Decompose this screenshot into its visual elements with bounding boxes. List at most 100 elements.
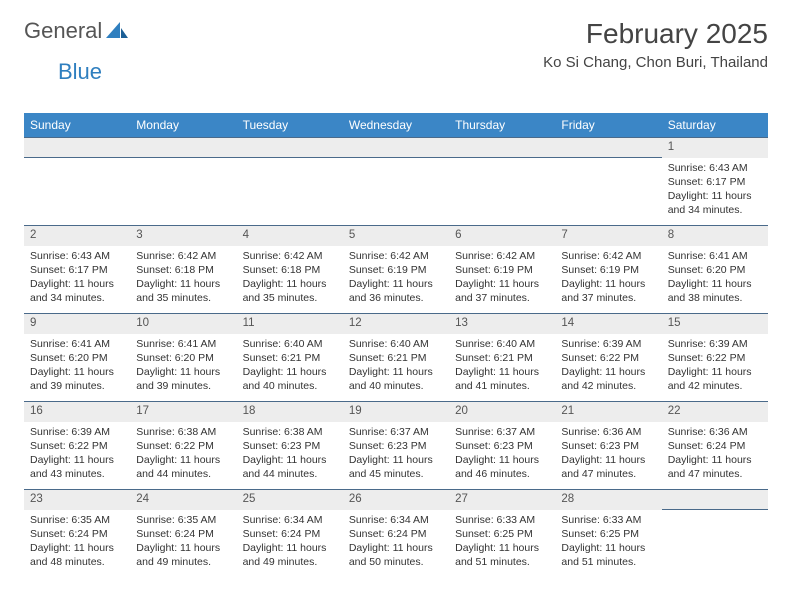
day-cell: Sunrise: 6:37 AMSunset: 6:23 PMDaylight:… bbox=[343, 422, 449, 490]
sunset-text: Sunset: 6:19 PM bbox=[455, 263, 549, 277]
sunset-text: Sunset: 6:22 PM bbox=[136, 439, 230, 453]
day-number: 12 bbox=[343, 314, 449, 334]
sunset-text: Sunset: 6:17 PM bbox=[30, 263, 124, 277]
sunrise-text: Sunrise: 6:33 AM bbox=[561, 513, 655, 527]
day-number-row: 9101112131415 bbox=[24, 314, 768, 334]
sunrise-text: Sunrise: 6:34 AM bbox=[243, 513, 337, 527]
daylight-text: Daylight: 11 hours and 34 minutes. bbox=[30, 277, 124, 305]
sunrise-text: Sunrise: 6:39 AM bbox=[561, 337, 655, 351]
sunrise-text: Sunrise: 6:39 AM bbox=[30, 425, 124, 439]
day-cell: Sunrise: 6:35 AMSunset: 6:24 PMDaylight:… bbox=[130, 510, 236, 578]
day-cell: Sunrise: 6:42 AMSunset: 6:19 PMDaylight:… bbox=[449, 246, 555, 314]
day-number bbox=[662, 490, 768, 510]
sunrise-text: Sunrise: 6:35 AM bbox=[30, 513, 124, 527]
day-header: Saturday bbox=[662, 113, 768, 138]
day-cell bbox=[24, 158, 130, 226]
sunset-text: Sunset: 6:23 PM bbox=[349, 439, 443, 453]
daylight-text: Daylight: 11 hours and 49 minutes. bbox=[243, 541, 337, 569]
day-number: 10 bbox=[130, 314, 236, 334]
sunset-text: Sunset: 6:17 PM bbox=[668, 175, 762, 189]
sunset-text: Sunset: 6:25 PM bbox=[455, 527, 549, 541]
sunrise-text: Sunrise: 6:42 AM bbox=[136, 249, 230, 263]
sunrise-text: Sunrise: 6:35 AM bbox=[136, 513, 230, 527]
daylight-text: Daylight: 11 hours and 48 minutes. bbox=[30, 541, 124, 569]
daylight-text: Daylight: 11 hours and 45 minutes. bbox=[349, 453, 443, 481]
day-number bbox=[237, 138, 343, 158]
sunrise-text: Sunrise: 6:34 AM bbox=[349, 513, 443, 527]
day-cell: Sunrise: 6:41 AMSunset: 6:20 PMDaylight:… bbox=[662, 246, 768, 314]
daylight-text: Daylight: 11 hours and 37 minutes. bbox=[561, 277, 655, 305]
day-number: 9 bbox=[24, 314, 130, 334]
sunset-text: Sunset: 6:23 PM bbox=[243, 439, 337, 453]
day-cell: Sunrise: 6:35 AMSunset: 6:24 PMDaylight:… bbox=[24, 510, 130, 578]
daylight-text: Daylight: 11 hours and 44 minutes. bbox=[136, 453, 230, 481]
sunset-text: Sunset: 6:19 PM bbox=[349, 263, 443, 277]
day-number: 22 bbox=[662, 402, 768, 422]
day-number: 23 bbox=[24, 490, 130, 510]
daylight-text: Daylight: 11 hours and 37 minutes. bbox=[455, 277, 549, 305]
day-number: 25 bbox=[237, 490, 343, 510]
day-number-row: 2345678 bbox=[24, 226, 768, 246]
sunrise-text: Sunrise: 6:42 AM bbox=[455, 249, 549, 263]
day-number: 17 bbox=[130, 402, 236, 422]
day-cell: Sunrise: 6:41 AMSunset: 6:20 PMDaylight:… bbox=[130, 334, 236, 402]
daylight-text: Daylight: 11 hours and 39 minutes. bbox=[30, 365, 124, 393]
day-number bbox=[555, 138, 661, 158]
sunset-text: Sunset: 6:24 PM bbox=[349, 527, 443, 541]
day-number: 18 bbox=[237, 402, 343, 422]
sunset-text: Sunset: 6:24 PM bbox=[668, 439, 762, 453]
daylight-text: Daylight: 11 hours and 38 minutes. bbox=[668, 277, 762, 305]
sunset-text: Sunset: 6:23 PM bbox=[455, 439, 549, 453]
day-cell: Sunrise: 6:42 AMSunset: 6:18 PMDaylight:… bbox=[237, 246, 343, 314]
sunrise-text: Sunrise: 6:43 AM bbox=[30, 249, 124, 263]
sunset-text: Sunset: 6:20 PM bbox=[136, 351, 230, 365]
day-content-row: Sunrise: 6:35 AMSunset: 6:24 PMDaylight:… bbox=[24, 510, 768, 578]
sunrise-text: Sunrise: 6:40 AM bbox=[349, 337, 443, 351]
day-cell: Sunrise: 6:42 AMSunset: 6:18 PMDaylight:… bbox=[130, 246, 236, 314]
day-header: Tuesday bbox=[237, 113, 343, 138]
day-cell: Sunrise: 6:42 AMSunset: 6:19 PMDaylight:… bbox=[555, 246, 661, 314]
sunset-text: Sunset: 6:24 PM bbox=[243, 527, 337, 541]
sunrise-text: Sunrise: 6:42 AM bbox=[243, 249, 337, 263]
day-cell: Sunrise: 6:40 AMSunset: 6:21 PMDaylight:… bbox=[237, 334, 343, 402]
day-number: 6 bbox=[449, 226, 555, 246]
day-header: Monday bbox=[130, 113, 236, 138]
day-number: 14 bbox=[555, 314, 661, 334]
day-cell: Sunrise: 6:39 AMSunset: 6:22 PMDaylight:… bbox=[555, 334, 661, 402]
brand-part1: General bbox=[24, 18, 102, 44]
sunset-text: Sunset: 6:25 PM bbox=[561, 527, 655, 541]
sunrise-text: Sunrise: 6:39 AM bbox=[668, 337, 762, 351]
day-content-row: Sunrise: 6:43 AMSunset: 6:17 PMDaylight:… bbox=[24, 246, 768, 314]
day-cell: Sunrise: 6:34 AMSunset: 6:24 PMDaylight:… bbox=[237, 510, 343, 578]
day-header: Thursday bbox=[449, 113, 555, 138]
day-header: Sunday bbox=[24, 113, 130, 138]
daylight-text: Daylight: 11 hours and 40 minutes. bbox=[349, 365, 443, 393]
day-header-row: SundayMondayTuesdayWednesdayThursdayFrid… bbox=[24, 113, 768, 138]
day-cell: Sunrise: 6:33 AMSunset: 6:25 PMDaylight:… bbox=[449, 510, 555, 578]
day-header: Friday bbox=[555, 113, 661, 138]
sunrise-text: Sunrise: 6:37 AM bbox=[455, 425, 549, 439]
day-cell bbox=[343, 158, 449, 226]
day-content-row: Sunrise: 6:39 AMSunset: 6:22 PMDaylight:… bbox=[24, 422, 768, 490]
day-number: 2 bbox=[24, 226, 130, 246]
day-cell: Sunrise: 6:36 AMSunset: 6:24 PMDaylight:… bbox=[662, 422, 768, 490]
sunset-text: Sunset: 6:21 PM bbox=[243, 351, 337, 365]
day-number: 13 bbox=[449, 314, 555, 334]
sunset-text: Sunset: 6:20 PM bbox=[30, 351, 124, 365]
daylight-text: Daylight: 11 hours and 51 minutes. bbox=[561, 541, 655, 569]
day-number: 5 bbox=[343, 226, 449, 246]
day-number bbox=[343, 138, 449, 158]
sunrise-text: Sunrise: 6:43 AM bbox=[668, 161, 762, 175]
sunset-text: Sunset: 6:18 PM bbox=[243, 263, 337, 277]
day-content-row: Sunrise: 6:43 AMSunset: 6:17 PMDaylight:… bbox=[24, 158, 768, 226]
daylight-text: Daylight: 11 hours and 51 minutes. bbox=[455, 541, 549, 569]
day-cell: Sunrise: 6:33 AMSunset: 6:25 PMDaylight:… bbox=[555, 510, 661, 578]
daylight-text: Daylight: 11 hours and 34 minutes. bbox=[668, 189, 762, 217]
daylight-text: Daylight: 11 hours and 47 minutes. bbox=[668, 453, 762, 481]
sunset-text: Sunset: 6:20 PM bbox=[668, 263, 762, 277]
day-cell bbox=[237, 158, 343, 226]
sunrise-text: Sunrise: 6:42 AM bbox=[349, 249, 443, 263]
day-number: 8 bbox=[662, 226, 768, 246]
day-number: 7 bbox=[555, 226, 661, 246]
day-cell: Sunrise: 6:40 AMSunset: 6:21 PMDaylight:… bbox=[343, 334, 449, 402]
